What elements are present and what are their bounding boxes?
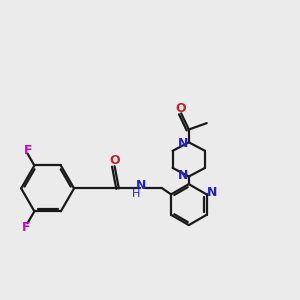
Text: N: N bbox=[136, 179, 147, 192]
Text: O: O bbox=[175, 102, 186, 115]
Text: N: N bbox=[178, 137, 188, 150]
Text: F: F bbox=[22, 221, 30, 234]
Text: N: N bbox=[178, 169, 188, 182]
Text: N: N bbox=[207, 186, 218, 199]
Text: H: H bbox=[132, 189, 140, 199]
Text: F: F bbox=[24, 144, 32, 157]
Text: O: O bbox=[109, 154, 120, 167]
